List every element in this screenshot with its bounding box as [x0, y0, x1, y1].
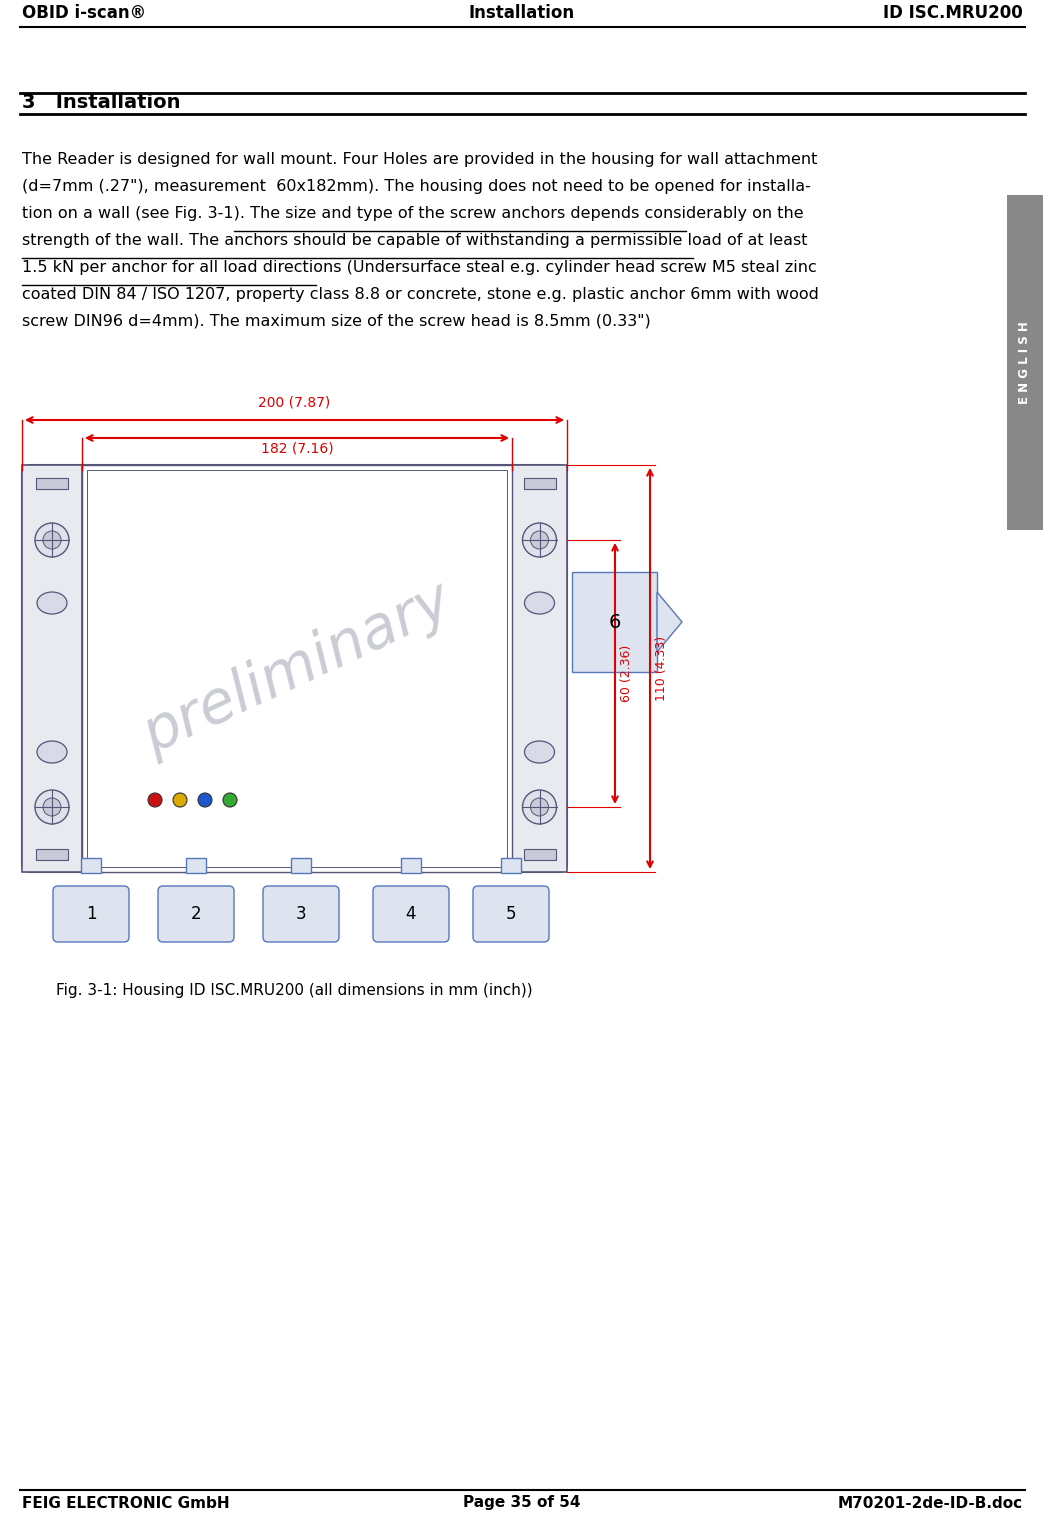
- Text: Fig. 3-1: Housing ID ISC.MRU200 (all dimensions in mm (inch)): Fig. 3-1: Housing ID ISC.MRU200 (all dim…: [56, 982, 533, 998]
- Bar: [82, 465, 512, 872]
- Circle shape: [34, 790, 69, 825]
- Text: 6: 6: [608, 612, 621, 632]
- Bar: [291, 858, 311, 873]
- FancyBboxPatch shape: [158, 885, 234, 941]
- Text: 1.5 kN per anchor for all load directions (Undersurface steal e.g. cylinder head: 1.5 kN per anchor for all load direction…: [22, 261, 817, 274]
- Ellipse shape: [37, 741, 67, 763]
- Text: 200 (7.87): 200 (7.87): [258, 396, 330, 409]
- Circle shape: [522, 790, 557, 825]
- Text: 2: 2: [190, 905, 202, 923]
- Text: ID ISC.MRU200: ID ISC.MRU200: [883, 5, 1023, 23]
- Polygon shape: [657, 593, 682, 652]
- Bar: [36, 478, 68, 488]
- Text: 110 (4.33): 110 (4.33): [655, 635, 668, 700]
- FancyBboxPatch shape: [373, 885, 449, 941]
- Bar: [401, 858, 421, 873]
- Text: OBID i-scan®: OBID i-scan®: [22, 5, 146, 23]
- Text: coated DIN 84 / ISO 1207, property class 8.8 or concrete, stone e.g. plastic anc: coated DIN 84 / ISO 1207, property class…: [22, 287, 819, 302]
- Bar: [501, 858, 521, 873]
- Bar: [524, 849, 556, 860]
- Bar: [22, 465, 82, 872]
- Text: 5: 5: [506, 905, 516, 923]
- Bar: [524, 478, 556, 488]
- Circle shape: [522, 523, 557, 556]
- Text: strength of the wall. The anchors should be capable of withstanding a permissibl: strength of the wall. The anchors should…: [22, 233, 808, 249]
- FancyBboxPatch shape: [473, 885, 549, 941]
- Ellipse shape: [37, 593, 67, 614]
- Text: tion on a wall (see Fig. 3-1). The size and type of the screw anchors depends co: tion on a wall (see Fig. 3-1). The size …: [22, 206, 804, 221]
- Circle shape: [531, 797, 549, 816]
- Ellipse shape: [525, 741, 555, 763]
- Bar: [1007, 196, 1043, 531]
- Text: Page 35 of 54: Page 35 of 54: [463, 1495, 581, 1510]
- Bar: [186, 858, 206, 873]
- Bar: [87, 470, 507, 867]
- Text: 60 (2.36): 60 (2.36): [620, 644, 633, 702]
- Text: screw DIN96 d=4mm). The maximum size of the screw head is 8.5mm (0.33"): screw DIN96 d=4mm). The maximum size of …: [22, 314, 651, 329]
- Text: M70201-2de-ID-B.doc: M70201-2de-ID-B.doc: [838, 1495, 1023, 1510]
- Bar: [572, 572, 657, 672]
- FancyBboxPatch shape: [22, 465, 567, 872]
- Circle shape: [173, 793, 187, 807]
- Text: 1: 1: [86, 905, 96, 923]
- FancyBboxPatch shape: [263, 885, 339, 941]
- FancyBboxPatch shape: [53, 885, 129, 941]
- Circle shape: [198, 793, 212, 807]
- Bar: [512, 465, 567, 872]
- Circle shape: [223, 793, 237, 807]
- Bar: [82, 858, 101, 873]
- Circle shape: [43, 531, 61, 549]
- Text: 3   Installation: 3 Installation: [22, 94, 181, 112]
- Bar: [36, 849, 68, 860]
- Text: E N G L I S H: E N G L I S H: [1019, 321, 1031, 403]
- Text: 4: 4: [405, 905, 416, 923]
- Text: 3: 3: [296, 905, 306, 923]
- Circle shape: [148, 793, 162, 807]
- Text: The Reader is designed for wall mount. Four Holes are provided in the housing fo: The Reader is designed for wall mount. F…: [22, 152, 817, 167]
- Ellipse shape: [525, 593, 555, 614]
- Circle shape: [531, 531, 549, 549]
- Text: (d=7mm (.27"), measurement  60x182mm). The housing does not need to be opened fo: (d=7mm (.27"), measurement 60x182mm). Th…: [22, 179, 811, 194]
- Text: 182 (7.16): 182 (7.16): [260, 441, 333, 455]
- Text: Installation: Installation: [469, 5, 575, 23]
- Text: FEIG ELECTRONIC GmbH: FEIG ELECTRONIC GmbH: [22, 1495, 230, 1510]
- Circle shape: [34, 523, 69, 556]
- Circle shape: [43, 797, 61, 816]
- Text: preliminary: preliminary: [134, 572, 460, 766]
